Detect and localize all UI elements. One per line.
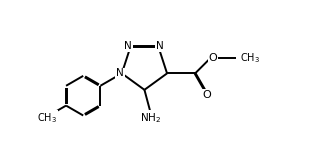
Text: NH$_2$: NH$_2$ bbox=[140, 111, 161, 125]
Text: O: O bbox=[202, 90, 211, 100]
Text: N: N bbox=[116, 68, 124, 78]
Text: CH$_3$: CH$_3$ bbox=[37, 111, 57, 125]
Text: N: N bbox=[156, 41, 164, 51]
Text: N: N bbox=[124, 41, 132, 51]
Text: O: O bbox=[208, 53, 217, 63]
Text: CH$_3$: CH$_3$ bbox=[240, 51, 260, 65]
